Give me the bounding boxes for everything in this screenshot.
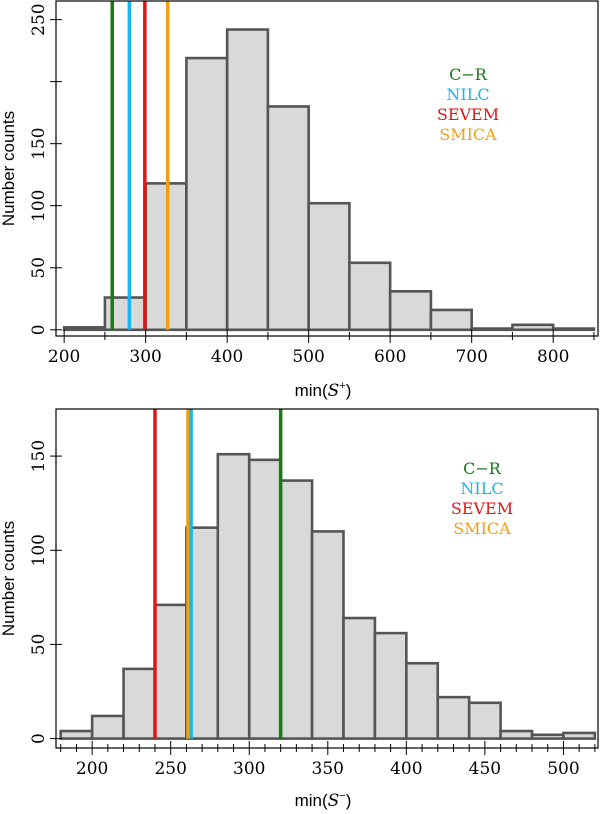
histogram-bar (467, 701, 502, 740)
x-tick-label: 500 (292, 347, 324, 367)
histogram-bar (405, 661, 440, 740)
x-tick-label: 600 (374, 347, 406, 367)
histogram-bar (373, 631, 408, 740)
x-tick-label: 400 (390, 759, 422, 779)
histogram-bar (499, 729, 534, 740)
histogram-bar (153, 603, 188, 740)
y-tick-label: 100 (29, 534, 49, 566)
y-tick-label: 100 (29, 189, 49, 221)
top-histogram-panel: 200 300 400 500 600 700 800 0 50 100 150 250 Number … (0, 0, 599, 401)
x-tick-label: 400 (211, 347, 243, 367)
legend-nilc: NILC (460, 479, 503, 498)
histogram-bar (348, 261, 392, 332)
histogram-bar (185, 56, 229, 332)
x-tick-label: 800 (537, 347, 569, 367)
histogram-bar (342, 616, 377, 740)
plot-frame (55, 0, 599, 337)
histogram-bar (551, 327, 596, 332)
histogram-bar (216, 452, 251, 740)
y-tick-label: 250 (29, 3, 49, 35)
x-tick-label: 450 (469, 759, 501, 779)
y-tick-label: 150 (29, 127, 49, 159)
y-axis-label: Number counts (0, 521, 18, 636)
histogram-bar (90, 714, 125, 740)
legend-smica: SMICA (439, 125, 497, 144)
x-tick-label: 200 (76, 759, 108, 779)
histogram-bar (225, 28, 270, 332)
y-tick-label: 0 (29, 324, 49, 335)
legend-nilc: NILC (446, 85, 489, 104)
legend-c-r: C−R (463, 459, 502, 478)
x-tick-label: 300 (129, 347, 161, 367)
histogram-bar (530, 733, 565, 740)
x-axis-label: min(S−) (295, 790, 352, 811)
y-tick-label: 150 (29, 440, 49, 472)
y-tick-label: 0 (29, 733, 49, 744)
histogram-bar (511, 323, 555, 332)
histogram-bar (562, 731, 597, 740)
x-tick-label: 300 (233, 759, 265, 779)
histogram-bar (470, 327, 514, 332)
x-tick-label: 350 (312, 759, 344, 779)
histogram-bar (247, 458, 282, 740)
legend-c-r: C−R (449, 65, 488, 84)
legend-sevem: SEVEM (451, 499, 513, 518)
histogram-bar (310, 530, 345, 740)
legend-smica: SMICA (453, 519, 511, 538)
legend-sevem: SEVEM (437, 105, 499, 124)
bottom-histogram-panel: 200 250 300 350 400 450 500 0 50 100 150 Number cou… (0, 408, 599, 811)
x-tick-label: 250 (154, 759, 186, 779)
histogram-bar (266, 105, 310, 332)
y-tick-label: 50 (29, 634, 49, 656)
histogram-bar (388, 290, 433, 332)
histogram-bar (279, 479, 314, 740)
histogram-bar (122, 667, 157, 740)
x-tick-label: 200 (48, 347, 80, 367)
histogram-bar (436, 695, 471, 740)
x-tick-label: 500 (547, 759, 579, 779)
histogram-bar (62, 326, 107, 332)
x-axis-label: min(S+) (295, 380, 352, 401)
histogram-bar (307, 201, 351, 332)
y-axis-label: Number counts (0, 111, 18, 226)
y-tick-label: 50 (29, 257, 49, 279)
histogram-bar (59, 729, 94, 740)
histogram-bar (429, 308, 473, 332)
x-tick-label: 700 (455, 347, 487, 367)
plot-frame (55, 408, 599, 749)
